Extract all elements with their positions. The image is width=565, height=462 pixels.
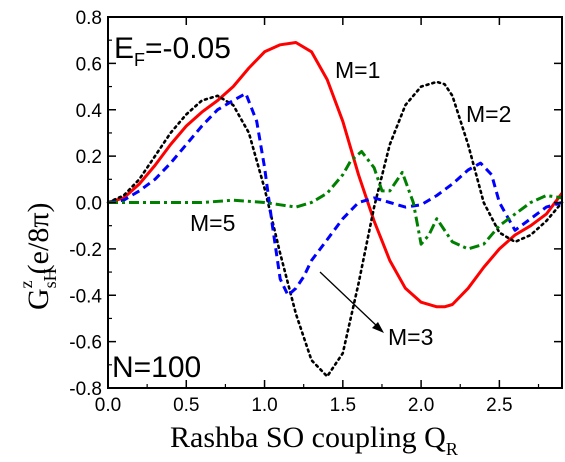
series-m5 [108, 150, 563, 251]
fermi-energy-annotation: EF=-0.05 [114, 32, 231, 70]
y-axis-title: GsH z (e/8π) [16, 203, 60, 310]
m3-annotation: M=3 [388, 324, 433, 350]
m1-annotation: M=1 [335, 57, 380, 83]
x-tick-label: 0.0 [95, 395, 121, 416]
y-tick-label: 0.2 [76, 147, 102, 168]
fermi-energy-subscript: F [134, 50, 145, 70]
series-m1 [107, 41, 564, 309]
y-axis-title-subscript: sH [40, 268, 60, 288]
y-tick-label: -0.4 [69, 286, 102, 307]
x-tick-label: 2.0 [408, 395, 434, 416]
fermi-energy-main: E [114, 32, 134, 65]
x-tick-label: 0.5 [173, 395, 199, 416]
x-tick-label: 1.0 [251, 395, 277, 416]
series-m3 [107, 92, 563, 297]
plot-frame [107, 16, 563, 389]
m5-annotation: M=5 [190, 210, 235, 236]
y-tick-label: 0.6 [76, 54, 102, 75]
y-tick-label: -0.2 [69, 240, 102, 261]
series-layer [106, 41, 564, 378]
series-m2 [106, 80, 564, 378]
m3-arrow-head [372, 322, 384, 333]
x-axis-title-main: Rashba SO coupling Q [170, 421, 446, 454]
x-tick-label: 1.5 [330, 395, 356, 416]
y-tick-label: 0.0 [76, 194, 102, 215]
y-axis-title-main: G [22, 288, 55, 310]
y-tick-label: -0.8 [69, 379, 102, 400]
x-tick-label: 2.5 [486, 395, 512, 416]
x-axis-title-subscript: R [446, 439, 458, 459]
y-tick-label: -0.6 [69, 333, 102, 354]
y-tick-label: 0.8 [76, 8, 102, 29]
y-tick-label: 0.4 [76, 101, 103, 122]
x-axis-title: Rashba SO coupling QR [170, 421, 458, 459]
y-axis-title-unit: (e/8π) [22, 203, 55, 275]
n-annotation: N=100 [112, 351, 201, 384]
m2-annotation: M=2 [466, 101, 511, 127]
ticks-layer: 0.0 0.5 1.0 1.5 2.0 2.5 -0.8 -0.6 -0.4 -0.2 0.0 0.2… [69, 8, 562, 416]
fermi-energy-value: =-0.05 [145, 32, 231, 65]
y-axis-title-superscript: z [16, 280, 36, 288]
m3-arrow-line [319, 271, 380, 329]
